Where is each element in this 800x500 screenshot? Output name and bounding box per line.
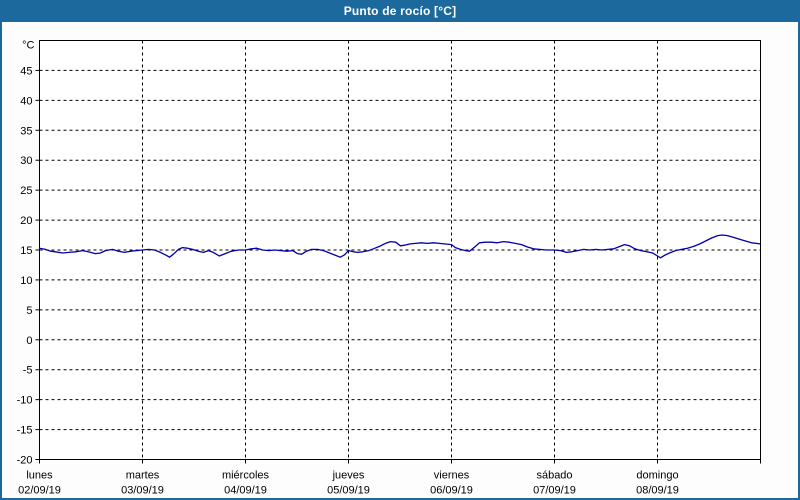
x-date-label: 08/09/19: [636, 485, 679, 497]
y-tick-label: -15: [17, 425, 33, 437]
x-day-label: viernes: [434, 470, 470, 482]
y-tick-label: 20: [20, 215, 32, 227]
x-date-label: 05/09/19: [327, 485, 370, 497]
plot-frame: [39, 40, 761, 460]
y-tick-label: 5: [26, 305, 32, 317]
y-tick-label: 0: [26, 335, 32, 347]
y-tick-labels: 45 40 35 30 25 20 15 10 5 0 -5 -10 -15 -20 °C: [17, 40, 35, 467]
y-tick-label: 35: [20, 125, 32, 137]
series-line: [38, 234, 762, 259]
x-tick-labels: lunes 02/09/19 martes 03/09/19 miércoles 04/0…: [18, 470, 679, 497]
x-day-label: jueves: [332, 470, 365, 482]
y-tick-label: 10: [20, 275, 32, 287]
x-date-label: 03/09/19: [121, 485, 164, 497]
y-tick-label: -5: [23, 365, 33, 377]
x-day-label: sábado: [536, 470, 572, 482]
x-gridlines: [142, 40, 658, 460]
y-tick-label: 15: [20, 245, 32, 257]
x-date-label: 07/09/19: [533, 485, 576, 497]
page-title: Punto de rocío [°C]: [343, 4, 457, 18]
y-tick-label: 40: [20, 95, 32, 107]
x-day-label: martes: [126, 470, 160, 482]
x-day-label: miércoles: [222, 470, 270, 482]
x-date-label: 04/09/19: [224, 485, 267, 497]
x-date-label: 06/09/19: [430, 485, 473, 497]
axis-ticks: [35, 69, 761, 464]
y-tick-label: 25: [20, 185, 32, 197]
x-day-label: lunes: [26, 470, 53, 482]
y-tick-label: 45: [20, 65, 32, 77]
y-tick-label: -20: [17, 455, 33, 467]
y-tick-label: 30: [20, 155, 32, 167]
y-tick-label: -10: [17, 395, 33, 407]
y-axis-unit-label: °C: [22, 40, 34, 52]
title-bar: Punto de rocío [°C]: [2, 0, 798, 22]
x-day-label: domingo: [636, 470, 678, 482]
y-gridlines: [39, 69, 761, 431]
x-date-label: 02/09/19: [18, 485, 61, 497]
